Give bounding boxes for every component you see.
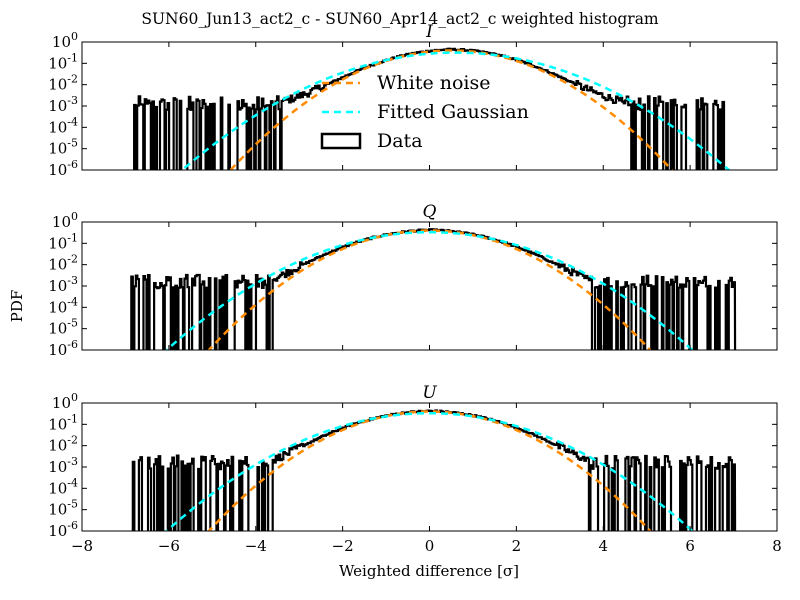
y-tick-label: 10-4	[48, 295, 78, 316]
legend-label: Data	[377, 130, 423, 152]
x-tick-label: 6	[685, 537, 695, 555]
legend-label: White noise	[377, 72, 491, 94]
y-tick-label: 10-5	[48, 137, 78, 158]
panel-title: Q	[423, 202, 437, 222]
y-tick-label: 10-2	[48, 434, 78, 455]
y-tick-label: 100	[52, 30, 78, 51]
y-tick-label: 100	[52, 391, 78, 412]
fitted-gaussian-curve	[164, 411, 695, 531]
x-axis-label: Weighted difference [σ]	[338, 562, 520, 580]
y-tick-label: 10-5	[48, 317, 78, 338]
x-tick-label: −8	[71, 537, 93, 555]
x-tick-label: 2	[512, 537, 522, 555]
fitted-gaussian-curve	[164, 230, 695, 350]
data-histogram	[133, 47, 726, 170]
y-axis-label: PDF	[8, 289, 26, 323]
y-tick-label: 10-1	[48, 231, 78, 252]
y-tick-label: 10-6	[48, 338, 78, 359]
x-tick-label: 8	[772, 537, 782, 555]
y-tick-label: 10-1	[48, 412, 78, 433]
figure-suptitle: SUN60_Jun13_act2_c - SUN60_Apr14_act2_c …	[141, 10, 659, 28]
y-tick-label: 10-3	[48, 455, 78, 476]
y-tick-label: 10-5	[48, 498, 78, 519]
plot-area	[130, 228, 737, 350]
data-histogram	[131, 409, 737, 531]
x-tick-label: −6	[158, 537, 180, 555]
y-tick-label: 10-3	[48, 94, 78, 115]
data-histogram	[130, 228, 737, 350]
legend-label: Fitted Gaussian	[377, 101, 529, 123]
legend: White noise Fitted Gaussian Data	[320, 72, 529, 152]
y-tick-label: 10-2	[48, 253, 78, 274]
y-tick-label: 10-6	[48, 158, 78, 179]
x-tick-label: 4	[598, 537, 608, 555]
panel-title: I	[425, 22, 433, 42]
legend-swatch	[320, 132, 362, 150]
y-tick-label: 10-3	[48, 274, 78, 295]
plot-area	[133, 47, 731, 170]
fitted-gaussian-curve	[180, 51, 731, 170]
panel-title: U	[422, 383, 437, 403]
x-tick-label: −4	[245, 537, 267, 555]
y-tick-label: 10-4	[48, 115, 78, 136]
x-tick-label: 0	[425, 537, 435, 555]
y-tick-label: 10-2	[48, 73, 78, 94]
y-tick-label: 100	[52, 210, 78, 231]
y-tick-label: 10-1	[48, 51, 78, 72]
x-tick-label: −2	[332, 537, 354, 555]
plot-area	[131, 409, 737, 531]
y-tick-label: 10-4	[48, 476, 78, 497]
panel-u: −8 −6 −4 −2 0 2 4 6 810010-110-210-310-410-510-6…	[48, 383, 782, 555]
